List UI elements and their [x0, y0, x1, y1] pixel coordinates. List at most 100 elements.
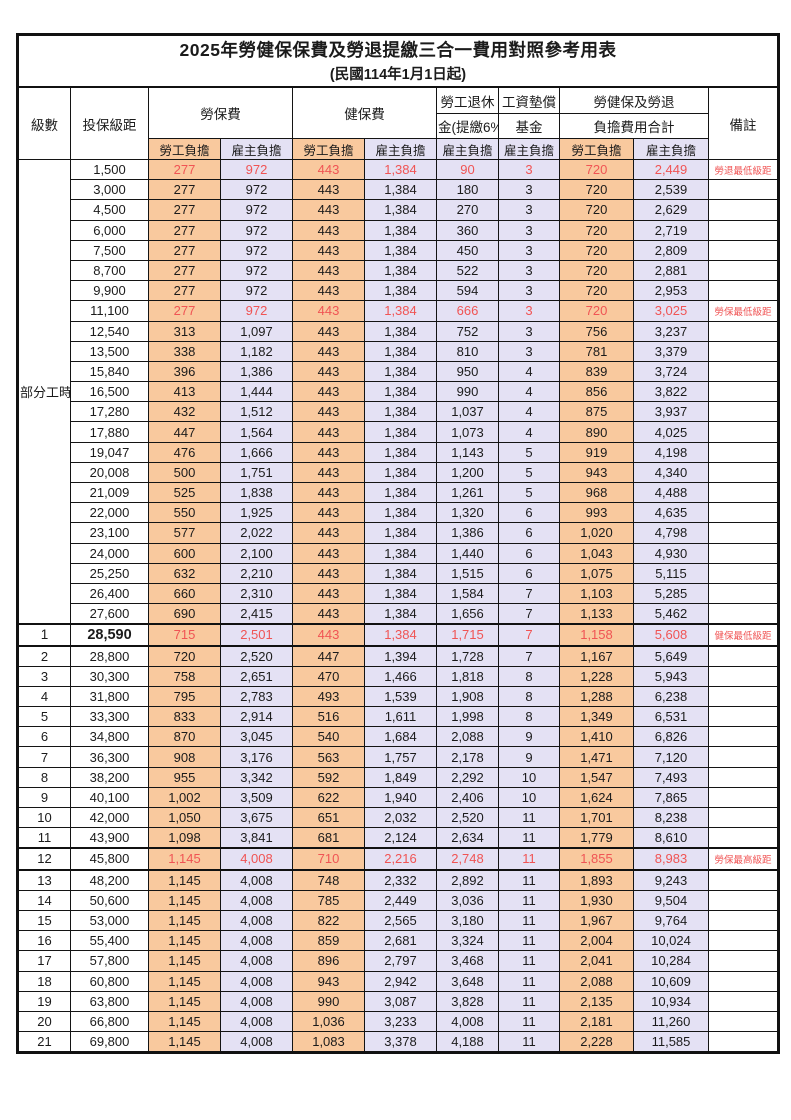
cell-fund-employer: 5: [498, 461, 560, 484]
cell-pension-employer: 752: [436, 320, 499, 342]
cell-labor-employer: 972: [220, 219, 293, 241]
cell-health-employer: 2,942: [364, 970, 437, 992]
cell-fund-employer: 11: [498, 930, 560, 952]
table-row: 4 31,800 795 2,783 493 1,539 1,908 8 1,288 6,238: [17, 685, 780, 708]
cell-fund-employer: 3: [498, 300, 560, 322]
cell-health-employer: 1,940: [364, 786, 437, 809]
cell-health-employer: 1,384: [364, 542, 437, 564]
table-row: 9 40,100 1,002 3,509 622 1,940 2,406 10 1,624 7,8…: [17, 786, 780, 809]
cell-labor-employer: 972: [220, 239, 293, 261]
cell-health-employee: 447: [292, 645, 365, 667]
cell-health-employee: 443: [292, 582, 365, 605]
cell-pension-employer: 3,648: [436, 970, 499, 992]
cell-health-employer: 3,087: [364, 990, 437, 1012]
cell-level: 6: [17, 726, 71, 748]
cell-total-employer: 9,243: [633, 869, 709, 891]
cell-remark: [707, 1010, 780, 1033]
cell-total-employer: 4,488: [633, 481, 709, 504]
cell-labor-employee: 1,145: [148, 1031, 221, 1054]
cell-labor-employee: 277: [148, 158, 221, 181]
cell-remark: [707, 259, 780, 282]
cell-total-employee: 2,228: [559, 1031, 634, 1054]
subheader-health-employee: 勞工負擔: [292, 138, 365, 160]
cell-total-employee: 1,228: [559, 665, 634, 687]
cell-pension-employer: 1,073: [436, 421, 499, 443]
cell-bracket: 26,400: [70, 582, 149, 605]
cell-health-employee: 1,083: [292, 1031, 365, 1054]
subheader-total-employee: 勞工負擔: [559, 138, 634, 160]
cell-pension-employer: 4,188: [436, 1031, 499, 1054]
cell-health-employee: 443: [292, 320, 365, 342]
cell-labor-employer: 4,008: [220, 909, 293, 932]
cell-pension-employer: 1,143: [436, 441, 499, 463]
cell-pension-employer: 1,715: [436, 623, 499, 647]
cell-pension-employer: 810: [436, 340, 499, 362]
cell-level: 18: [17, 970, 71, 992]
cell-health-employer: 3,378: [364, 1031, 437, 1054]
cell-labor-employee: 500: [148, 461, 221, 484]
cell-total-employee: 781: [559, 340, 634, 362]
cell-labor-employer: 4,008: [220, 869, 293, 891]
cell-health-employer: 1,849: [364, 766, 437, 788]
table-row: 24,000 600 2,100 443 1,384 1,440 6 1,043 4,930: [18, 542, 780, 564]
cell-health-employer: 1,466: [364, 665, 437, 687]
cell-pension-employer: 594: [436, 280, 499, 302]
cell-labor-employer: 2,100: [220, 542, 293, 564]
cell-labor-employee: 1,145: [148, 1010, 221, 1033]
cell-total-employer: 10,024: [633, 930, 709, 952]
cell-labor-employer: 2,501: [220, 623, 293, 647]
cell-level: 15: [17, 909, 71, 932]
cell-bracket: 42,000: [70, 806, 149, 829]
cell-total-employee: 943: [559, 461, 634, 484]
cell-total-employee: 2,135: [559, 990, 634, 1012]
cell-health-employer: 2,332: [364, 869, 437, 891]
cell-health-employee: 540: [292, 726, 365, 748]
table-row: 4,500 277 972 443 1,384 270 3 720 2,629: [18, 199, 780, 221]
cell-health-employer: 2,797: [364, 950, 437, 972]
cell-total-employer: 9,764: [633, 909, 709, 932]
header-row-1: 級數 投保級距 勞保費 健保費 勞工退休 工資墊償 勞健保及勞退 備註: [17, 86, 780, 160]
cell-total-employee: 1,624: [559, 786, 634, 809]
cell-remark: [707, 869, 780, 891]
cell-pension-employer: 1,320: [436, 502, 499, 524]
cell-health-employer: 1,384: [364, 280, 437, 302]
table-row: 12 45,800 1,145 4,008 710 2,216 2,748 11 1,855 8,…: [17, 847, 780, 871]
cell-health-employer: 1,384: [364, 421, 437, 443]
cell-remark: [707, 603, 780, 625]
cell-level: 13: [17, 869, 71, 891]
cell-labor-employer: 972: [220, 280, 293, 302]
cell-bracket: 25,250: [70, 562, 149, 584]
cell-labor-employee: 1,145: [148, 990, 221, 1012]
cell-remark: [707, 280, 780, 302]
cell-pension-employer: 3,036: [436, 889, 499, 911]
cell-health-employee: 622: [292, 786, 365, 809]
header-remark: 備註: [707, 86, 780, 160]
cell-health-employee: 443: [292, 360, 365, 383]
cell-total-employee: 968: [559, 481, 634, 504]
cell-labor-employer: 2,520: [220, 645, 293, 667]
cell-total-employee: 2,088: [559, 970, 634, 992]
cell-labor-employer: 1,838: [220, 481, 293, 504]
cell-health-employee: 443: [292, 300, 365, 322]
cell-remark: [707, 582, 780, 605]
cell-remark: [707, 360, 780, 383]
cell-labor-employer: 3,509: [220, 786, 293, 809]
cell-remark: 勞保最低級距: [707, 300, 780, 322]
cell-bracket: 1,500: [70, 158, 149, 181]
cell-health-employer: 2,032: [364, 806, 437, 829]
cell-remark: [707, 665, 780, 687]
subheader-fund-employer: 雇主負擔: [498, 138, 560, 160]
cell-health-employer: 1,684: [364, 726, 437, 748]
cell-pension-employer: 1,584: [436, 582, 499, 605]
cell-labor-employee: 833: [148, 706, 221, 728]
table-row: 19 63,800 1,145 4,008 990 3,087 3,828 11 2,135 10…: [17, 990, 780, 1012]
cell-fund-employer: 8: [498, 685, 560, 708]
cell-labor-employee: 1,145: [148, 847, 221, 871]
cell-labor-employer: 972: [220, 199, 293, 221]
cell-labor-employer: 4,008: [220, 1010, 293, 1033]
table-row: 23,100 577 2,022 443 1,384 1,386 6 1,020 4,798: [18, 522, 780, 544]
cell-remark: [707, 199, 780, 221]
cell-health-employee: 443: [292, 381, 365, 403]
cell-fund-employer: 11: [498, 806, 560, 829]
cell-bracket: 66,800: [70, 1010, 149, 1033]
